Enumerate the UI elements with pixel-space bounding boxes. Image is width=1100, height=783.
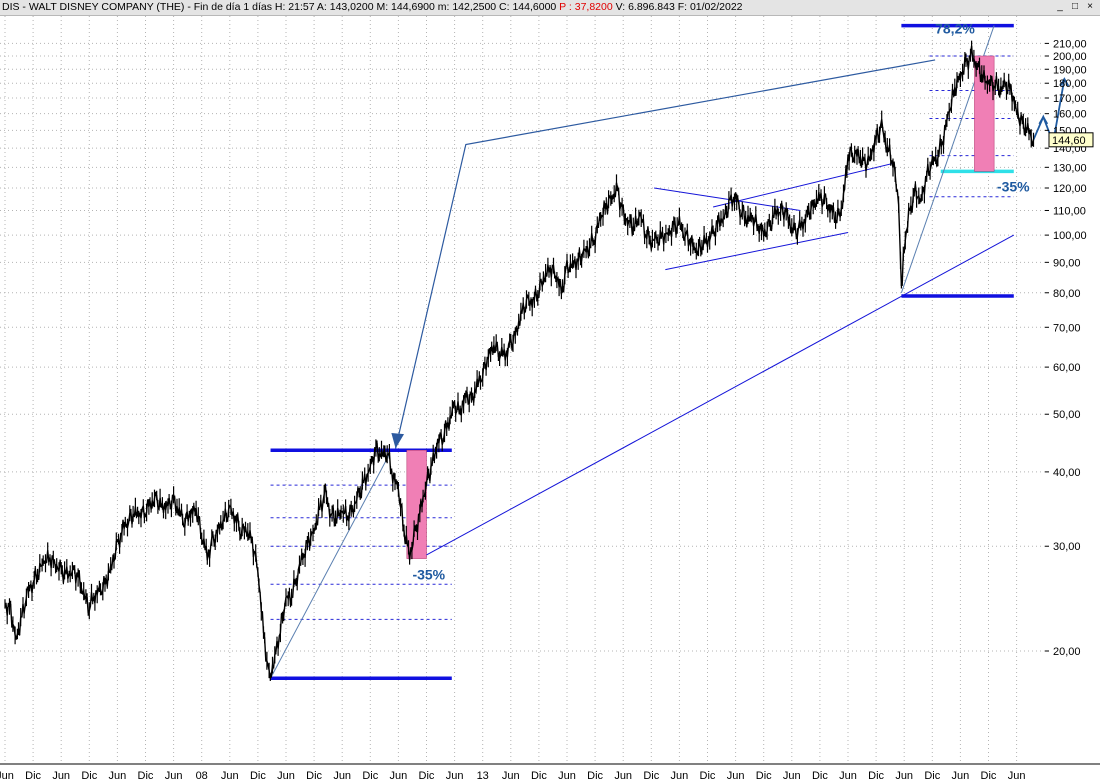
y-tick-label: 210,00	[1053, 38, 1087, 50]
long-trend-line	[426, 234, 1015, 556]
y-tick-label: 100,00	[1053, 230, 1087, 242]
x-tick-label: Jun	[502, 770, 520, 782]
y-tick-label: 200,00	[1053, 51, 1087, 63]
title-tail: V: 6.896.843 F: 01/02/2022	[612, 1, 743, 13]
drawdown-label-left: -35%	[412, 566, 445, 582]
x-tick-label: Dic	[587, 770, 603, 782]
arrow-head	[1059, 77, 1070, 87]
last-price-box	[1048, 132, 1094, 148]
last-price-label: 144,60	[1052, 135, 1086, 147]
title-main: DIS - WALT DISNEY COMPANY (THE) - Fin de…	[2, 1, 560, 13]
price-series	[4, 40, 1035, 681]
y-tick-label: 160,00	[1053, 109, 1087, 121]
chart-grid	[0, 16, 1045, 763]
x-axis: Jun Dic Jun Dic Jun Dic Jun 08 Jun Dic Jun Dic Jun Di…	[0, 763, 1100, 782]
x-tick-label: Dic	[812, 770, 828, 782]
price-chart[interactable]: 20,00 30,00 40,00 50,00 60,00 70,00 80,00 90,00…	[0, 16, 1100, 783]
x-tick-label: Jun	[165, 770, 183, 782]
y-tick-label: 120,00	[1053, 183, 1087, 195]
x-tick-label: Dic	[924, 770, 940, 782]
x-tick-label: Jun	[727, 770, 745, 782]
y-tick-label: 90,00	[1053, 257, 1081, 269]
title-p-value: P : 37,8200	[559, 1, 613, 13]
y-tick-label: 190,00	[1053, 64, 1087, 76]
x-tick-label: Dic	[756, 770, 772, 782]
x-tick-label: Jun	[333, 770, 351, 782]
arrow-head	[1038, 115, 1049, 125]
window-title: DIS - WALT DISNEY COMPANY (THE) - Fin de…	[2, 1, 743, 13]
x-tick-label: Jun	[0, 770, 14, 782]
x-tick-label: Jun	[390, 770, 408, 782]
y-tick-label: 80,00	[1053, 288, 1081, 300]
x-tick-label: Jun	[783, 770, 801, 782]
y-tick-label: 60,00	[1053, 362, 1081, 374]
y-axis: 20,00 30,00 40,00 50,00 60,00 70,00 80,00 90,00…	[1045, 38, 1087, 658]
x-tick-label: Dic	[700, 770, 716, 782]
triangle-upper-line	[654, 187, 801, 211]
y-tick-label: 130,00	[1053, 162, 1087, 174]
x-tick-label: Dic	[25, 770, 41, 782]
x-tick-label: Jun	[558, 770, 576, 782]
x-tick-label: Jun	[52, 770, 70, 782]
drawdown-highlight	[406, 449, 427, 559]
x-tick-label: Dic	[981, 770, 997, 782]
close-button[interactable]: ×	[1087, 1, 1093, 12]
x-tick-label: Jun	[221, 770, 239, 782]
maximize-button[interactable]: □	[1071, 1, 1079, 12]
x-tick-label: 13	[477, 770, 489, 782]
channel-line	[713, 162, 894, 208]
arrow-head	[391, 432, 405, 449]
triangle-lower-line	[665, 232, 849, 271]
x-tick-label: Dic	[81, 770, 97, 782]
x-tick-label: Jun	[614, 770, 632, 782]
y-tick-label: 40,00	[1053, 467, 1081, 479]
y-tick-label: 110,00	[1053, 205, 1086, 217]
x-tick-label: Dic	[306, 770, 322, 782]
x-tick-label: Jun	[839, 770, 857, 782]
x-tick-label: Jun	[1008, 770, 1026, 782]
y-tick-label: 180,00	[1053, 78, 1087, 90]
x-tick-label: Jun	[446, 770, 464, 782]
price-bars	[4, 40, 1035, 681]
x-tick-label: Dic	[138, 770, 154, 782]
y-tick-label: 30,00	[1053, 541, 1081, 553]
trend-line	[270, 452, 391, 679]
y-tick-label: 70,00	[1053, 322, 1081, 334]
x-tick-label: Jun	[952, 770, 970, 782]
x-tick-label: Dic	[868, 770, 884, 782]
chart-labels: -35% 78,2% -35% 144,60	[412, 21, 1094, 582]
x-tick-label: Jun	[895, 770, 913, 782]
x-tick-label: Jun	[671, 770, 689, 782]
x-tick-label: Jun	[109, 770, 127, 782]
comparison-arrow	[395, 59, 936, 449]
x-tick-label: 08	[196, 770, 208, 782]
x-tick-label: Dic	[362, 770, 378, 782]
x-tick-label: Dic	[419, 770, 435, 782]
x-tick-label: Dic	[643, 770, 659, 782]
minimize-button[interactable]: _	[1057, 1, 1063, 12]
y-tick-label: 50,00	[1053, 409, 1081, 421]
window-titlebar: DIS - WALT DISNEY COMPANY (THE) - Fin de…	[0, 0, 1100, 16]
x-tick-label: Dic	[250, 770, 266, 782]
x-tick-label: Jun	[277, 770, 295, 782]
drawdown-label-right: -35%	[997, 178, 1030, 194]
window-buttons: _ □ ×	[1054, 1, 1096, 13]
chart-annotations	[270, 23, 1070, 680]
gain-label: 78,2%	[935, 21, 975, 37]
y-tick-label: 170,00	[1053, 93, 1087, 105]
y-tick-label: 20,00	[1053, 646, 1081, 658]
projection-arrow	[1032, 78, 1066, 147]
x-tick-label: Dic	[531, 770, 547, 782]
